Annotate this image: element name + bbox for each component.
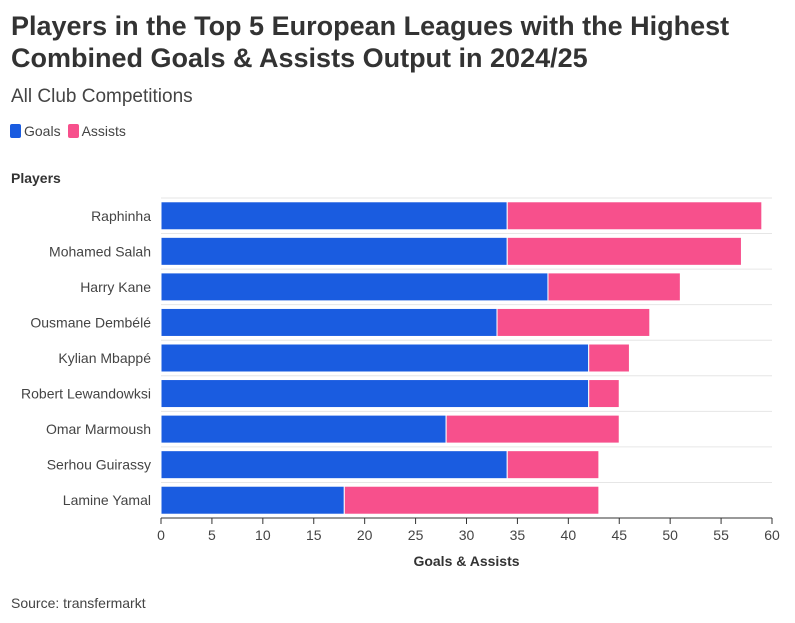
x-tick-label: 15 [306,527,322,543]
x-tick-label: 5 [208,527,216,543]
x-tick-label: 20 [357,527,373,543]
bar-assists-serhou-guirassy[interactable] [506,450,600,480]
y-tick-label: Serhou Guirassy [47,457,151,473]
bar-goals-ousmane-demb-l-[interactable] [160,307,498,337]
legend-swatch-assists [67,124,79,138]
legend-item-goals[interactable]: Goals [10,123,61,139]
y-tick-label: Robert Lewandowksi [21,386,151,402]
bar-goals-harry-kane[interactable] [160,272,549,302]
x-tick-label: 40 [561,527,577,543]
x-tick-label: 10 [255,527,271,543]
bar-assists-omar-marmoush[interactable] [445,414,620,444]
legend-label-assists: Assists [81,123,126,139]
legend: Goals Assists [10,123,133,139]
y-tick-label: Mohamed Salah [49,243,151,259]
y-tick-label: Raphinha [91,208,151,224]
bar-assists-robert-lewandowksi[interactable] [588,379,620,409]
y-tick-label: Omar Marmoush [46,421,151,437]
bar-goals-robert-lewandowksi[interactable] [160,379,590,409]
x-tick-label: 35 [510,527,526,543]
bar-assists-ousmane-demb-l-[interactable] [496,307,651,337]
y-tick-label: Ousmane Dembélé [30,314,151,330]
bar-assists-lamine-yamal[interactable] [343,485,600,515]
bar-goals-kylian-mbapp-[interactable] [160,343,590,373]
bar-goals-lamine-yamal[interactable] [160,485,345,515]
x-tick-label: 60 [764,527,780,543]
x-tick-label: 30 [459,527,475,543]
x-axis-title: Goals & Assists [413,553,519,569]
bar-goals-mohamed-salah[interactable] [160,236,508,266]
legend-swatch-goals [10,124,21,138]
x-tick-label: 45 [611,527,627,543]
x-tick-label: 25 [408,527,424,543]
bar-assists-kylian-mbapp-[interactable] [588,343,630,373]
legend-label-goals: Goals [24,123,61,139]
bar-goals-serhou-guirassy[interactable] [160,450,508,480]
bar-goals-raphinha[interactable] [160,201,508,231]
bar-goals-omar-marmoush[interactable] [160,414,447,444]
x-tick-label: 50 [662,527,678,543]
x-tick-label: 0 [157,527,165,543]
legend-item-assists[interactable]: Assists [67,123,126,139]
bar-assists-harry-kane[interactable] [547,272,681,302]
source-note: Source: transfermarkt [11,595,146,611]
y-axis-title: Players [11,170,61,186]
y-tick-label: Harry Kane [80,279,151,295]
x-tick-label: 55 [713,527,729,543]
chart-title: Players in the Top 5 European Leagues wi… [11,11,730,73]
bar-assists-raphinha[interactable] [506,201,763,231]
bar-assists-mohamed-salah[interactable] [506,236,742,266]
y-tick-label: Lamine Yamal [63,492,151,508]
y-tick-label: Kylian Mbappé [58,350,151,366]
chart-subtitle: All Club Competitions [11,86,193,107]
